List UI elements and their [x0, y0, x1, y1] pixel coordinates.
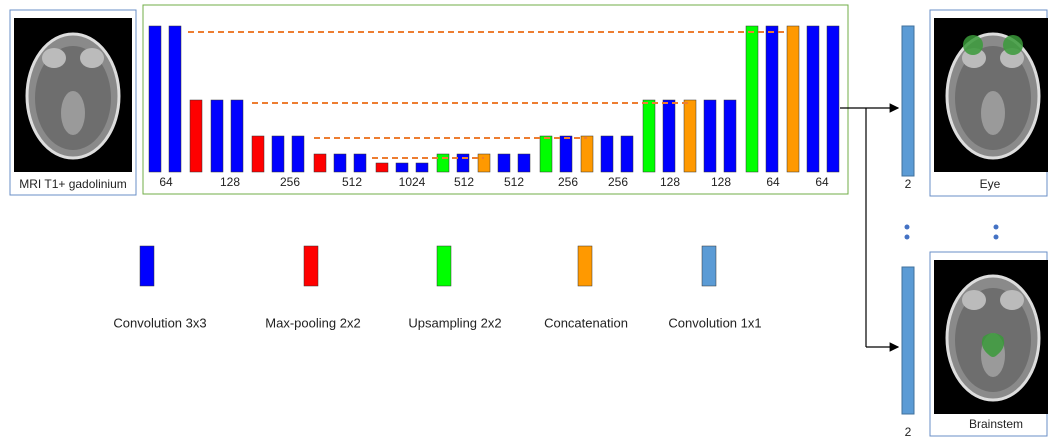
channel-label: 256 [280, 175, 300, 189]
channel-label: 512 [342, 175, 362, 189]
layer-bar [477, 153, 491, 173]
channel-label: 64 [766, 175, 780, 189]
layer-bar [333, 153, 347, 173]
legend-swatch [436, 245, 452, 287]
channel-label: 256 [558, 175, 578, 189]
layer-bar [251, 135, 265, 173]
output-channels: 2 [905, 425, 912, 439]
channel-label: 512 [454, 175, 474, 189]
layer-bar [148, 25, 162, 173]
output-label: Brainstem [969, 417, 1023, 431]
layer-bar [642, 99, 656, 173]
channel-label: 128 [711, 175, 731, 189]
layer-bar [703, 99, 717, 173]
layer-bar [517, 153, 531, 173]
layer-bar [662, 99, 676, 173]
legend-label: Convolution 1x1 [668, 315, 761, 330]
output-conv [901, 266, 915, 415]
layer-bar [415, 162, 429, 173]
legend-label: Upsampling 2x2 [408, 315, 501, 330]
layer-bars [148, 25, 840, 173]
layer-bar [271, 135, 285, 173]
output-channels: 2 [905, 177, 912, 191]
legend: Convolution 3x3 Max-pooling 2x2 Upsampling… [113, 245, 762, 330]
layer-bar [456, 153, 470, 173]
layer-bar [745, 25, 759, 173]
layer-bar [806, 25, 820, 173]
input-box [9, 9, 137, 196]
channel-label: 256 [608, 175, 628, 189]
channel-label: 64 [159, 175, 173, 189]
layer-bar [620, 135, 634, 173]
channel-label: 512 [504, 175, 524, 189]
skip-connections [188, 31, 785, 159]
legend-swatch [577, 245, 593, 287]
output-image [932, 16, 1048, 174]
layer-bar [723, 99, 737, 173]
legend-label: Concatenation [544, 315, 628, 330]
legend-label: Convolution 3x3 [113, 315, 206, 330]
channel-label: 128 [660, 175, 680, 189]
channel-label: 64 [815, 175, 829, 189]
layer-bar [497, 153, 511, 173]
layer-bar [353, 153, 367, 173]
layer-bar [313, 153, 327, 173]
layer-bar [436, 153, 450, 173]
layer-bar [395, 162, 409, 173]
channel-label: 128 [220, 175, 240, 189]
legend-label: Max-pooling 2x2 [265, 315, 360, 330]
layer-bar [375, 162, 389, 173]
output-conv [901, 25, 915, 177]
input-label: MRI T1+ gadolinium [19, 177, 127, 191]
layer-bar [230, 99, 244, 173]
layer-bar [189, 99, 203, 173]
eye-mask [1003, 35, 1023, 55]
layer-bar [765, 25, 779, 173]
eye-mask [963, 35, 983, 55]
layer-bar [580, 135, 594, 173]
input-image [12, 16, 134, 174]
output-label: Eye [980, 177, 1001, 191]
layer-bar [826, 25, 840, 173]
layer-bar [683, 99, 697, 173]
brainstem-mask [981, 333, 1005, 357]
legend-swatch [303, 245, 319, 287]
network-box [142, 4, 849, 195]
layer-bar [786, 25, 800, 173]
legend-swatch [701, 245, 717, 287]
layer-bar [539, 135, 553, 173]
layer-bar [291, 135, 305, 173]
layer-bar [210, 99, 224, 173]
ellipsis-dots [904, 224, 999, 240]
legend-swatch [139, 245, 155, 287]
layer-bar [559, 135, 573, 173]
channel-label: 1024 [399, 175, 426, 189]
layer-bar [600, 135, 614, 173]
arrows [840, 103, 900, 352]
layer-bar [168, 25, 182, 173]
